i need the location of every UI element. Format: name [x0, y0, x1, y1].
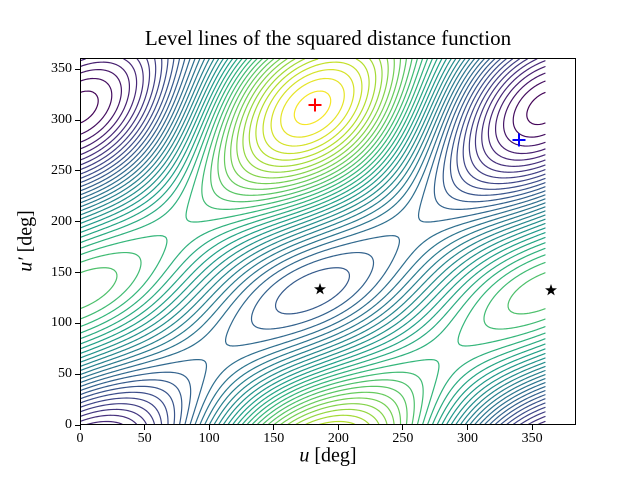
chart-title: Level lines of the squared distance func… — [144, 26, 512, 50]
x-tick-label: 350 — [521, 431, 543, 446]
distance-maximum-marker — [308, 97, 323, 112]
x-tick-label: 100 — [198, 431, 220, 446]
y-tick-label: 250 — [51, 162, 72, 178]
distance-minimum-marker-1 — [313, 281, 328, 296]
x-tick-label: 150 — [263, 431, 285, 446]
y-tick — [75, 170, 80, 172]
y-tick-label: 100 — [51, 315, 72, 331]
x-tick — [337, 425, 339, 430]
x-tick — [273, 425, 275, 430]
y-tick — [75, 221, 80, 223]
x-tick — [208, 425, 210, 430]
x-tick-label: 200 — [327, 431, 349, 446]
distance-minimum-marker-2 — [544, 282, 559, 297]
x-tick — [79, 425, 81, 430]
y-tick — [75, 322, 80, 324]
y-tick-label: 50 — [58, 366, 72, 382]
x-tick — [144, 425, 146, 430]
x-axis-label: u [deg] — [299, 445, 356, 468]
y-axis-variable: u′ — [14, 257, 37, 272]
y-tick-label: 150 — [51, 264, 72, 280]
y-tick — [75, 119, 80, 121]
y-tick — [75, 424, 80, 426]
x-axis-variable: u — [299, 444, 310, 467]
x-tick — [402, 425, 404, 430]
y-tick — [75, 68, 80, 70]
y-tick — [75, 373, 80, 375]
y-tick-label: 0 — [65, 417, 72, 432]
x-tick — [467, 425, 468, 430]
x-tick — [531, 425, 533, 430]
y-axis-label: u′ [deg] — [15, 210, 38, 272]
x-tick-label: 300 — [457, 431, 478, 446]
y-tick — [75, 272, 80, 273]
critical-point-marker — [512, 133, 527, 148]
x-axis-unit: [deg] — [309, 444, 357, 467]
contour-plot-canvas — [80, 58, 576, 425]
y-tick-label: 350 — [51, 61, 72, 77]
x-tick-label: 0 — [76, 431, 84, 446]
x-tick-label: 250 — [392, 431, 414, 446]
y-tick-label: 300 — [51, 112, 72, 127]
y-axis-unit: [deg] — [14, 210, 37, 258]
x-tick-label: 50 — [137, 431, 152, 446]
y-tick-label: 200 — [51, 213, 72, 229]
